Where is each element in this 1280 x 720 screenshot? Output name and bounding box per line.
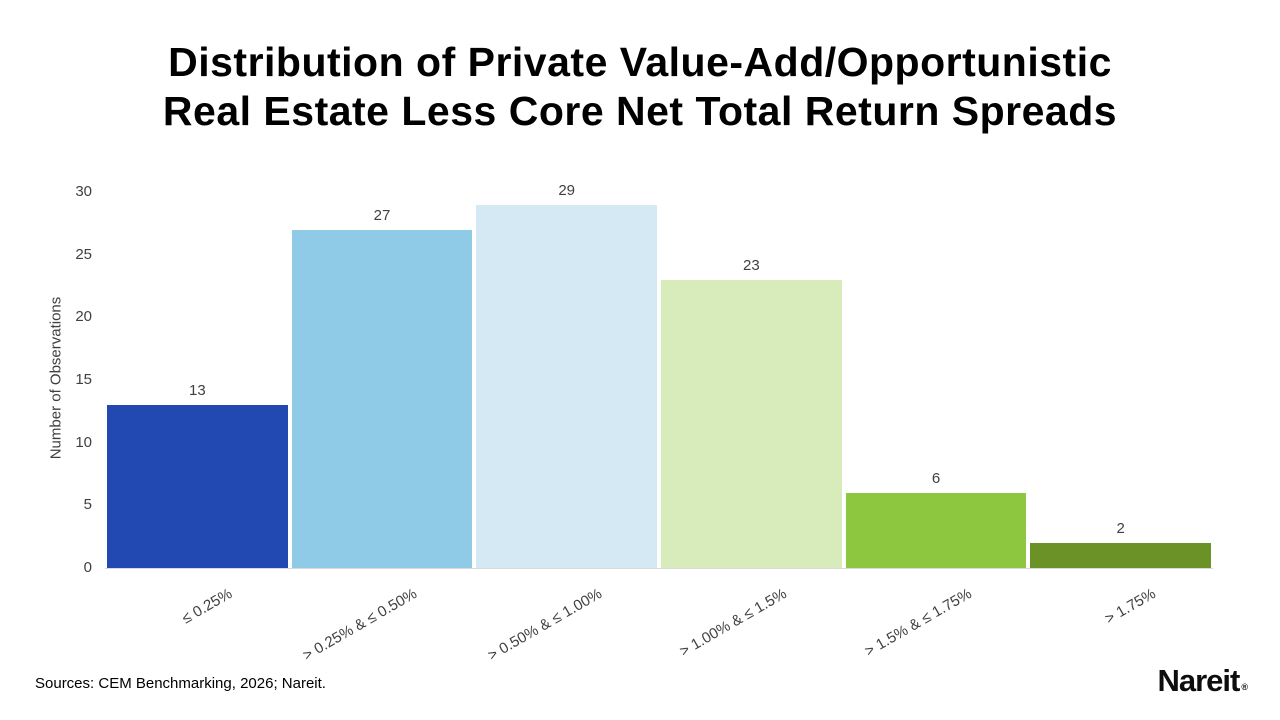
bar-value-label: 2 bbox=[1116, 519, 1125, 537]
y-tick-label: 30 bbox=[75, 183, 92, 200]
y-tick-label: 5 bbox=[83, 496, 92, 514]
bar bbox=[845, 492, 1027, 568]
bar bbox=[661, 279, 842, 568]
x-tick-label: > 1.00% & ≤ 1.5% bbox=[676, 585, 790, 661]
y-tick-label: 10 bbox=[75, 433, 92, 451]
bar-value-label: 27 bbox=[373, 206, 391, 224]
bar-value-label: 6 bbox=[931, 469, 941, 487]
x-tick-label: > 1.75% bbox=[1102, 585, 1159, 628]
nareit-logo: Nareit ® bbox=[1157, 663, 1248, 699]
x-axis-line bbox=[105, 568, 1213, 569]
x-tick-label: > 0.25% & ≤ 0.50% bbox=[300, 585, 421, 665]
bar bbox=[476, 204, 657, 568]
nareit-logo-text: Nareit bbox=[1157, 663, 1240, 698]
y-tick-label: 25 bbox=[75, 245, 92, 263]
chart-title-line-1: Distribution of Private Value-Add/Opport… bbox=[168, 39, 1112, 85]
y-tick-label: 20 bbox=[75, 308, 92, 326]
bar bbox=[107, 405, 288, 568]
bar-value-label: 23 bbox=[742, 256, 760, 274]
bar-value-label: 13 bbox=[188, 382, 206, 400]
bar-value-label: 29 bbox=[558, 181, 575, 199]
x-tick-label: > 1.5% & ≤ 1.75% bbox=[861, 585, 975, 661]
y-tick-label: 0 bbox=[83, 559, 92, 576]
chart-title-line-2: Real Estate Less Core Net Total Return S… bbox=[162, 88, 1118, 134]
x-tick-label: > 0.50% & ≤ 1.00% bbox=[484, 585, 605, 665]
chart-title: Distribution of Private Value-Add/Opport… bbox=[0, 38, 1280, 136]
registered-trademark-icon: ® bbox=[1241, 682, 1248, 692]
sources-text: Sources: CEM Benchmarking, 2026; Nareit. bbox=[35, 675, 326, 692]
x-tick-label: ≤ 0.25% bbox=[179, 585, 236, 628]
bar bbox=[1030, 542, 1211, 568]
y-tick-label: 15 bbox=[75, 371, 92, 388]
bar bbox=[291, 229, 473, 568]
